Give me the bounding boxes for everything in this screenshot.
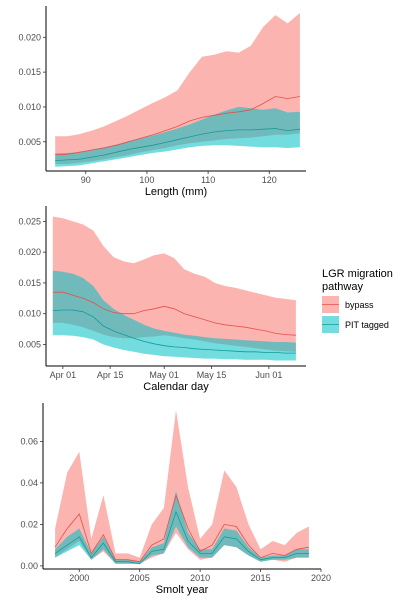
x-tick-label: 120 — [262, 175, 277, 185]
line-bypass-panel-2 — [52, 291, 296, 336]
line-pit-tagged-panel-3 — [54, 510, 309, 565]
x-tick-label: Apr 15 — [97, 370, 124, 380]
legend-title-line2: pathway — [322, 281, 363, 293]
x-tick-label: 2015 — [251, 573, 271, 583]
x-tick-label: 110 — [201, 175, 215, 185]
x-tick-label: 2000 — [69, 573, 89, 583]
y-tick-label: 0.015 — [18, 278, 41, 288]
x-tick-label: May 15 — [197, 370, 227, 380]
y-tick-label: 0.00 — [20, 561, 38, 571]
ribbon-pit-tagged-panel-2 — [52, 270, 296, 361]
x-tick-label: 90 — [81, 175, 91, 185]
legend: LGR migration pathway bypass PIT tagged — [322, 268, 393, 333]
panel-2: 0.005 0.010 0.015 0.020 0.025 Apr 01 Apr 15 May… — [18, 206, 306, 393]
x-axis-title-panel-2: Calendar day — [143, 381, 209, 393]
line-pit-tagged-panel-1 — [55, 128, 300, 161]
line-pit-tagged-panel-2 — [52, 309, 296, 354]
x-axis-title-panel-3: Smolt year — [156, 584, 209, 596]
x-tick-label: 2020 — [311, 573, 331, 583]
y-tick-label: 0.005 — [18, 137, 41, 147]
ribbon-pit-tagged-panel-3 — [55, 491, 309, 564]
y-tick-label: 0.020 — [18, 247, 41, 257]
x-tick-label: Jun 01 — [255, 370, 282, 380]
legend-label-pit-tagged: PIT tagged — [345, 320, 389, 330]
legend-key-pit-tagged — [322, 316, 339, 333]
y-tick-label: 0.020 — [18, 32, 41, 42]
line-bypass-panel-3 — [54, 493, 309, 563]
x-tick-label: 2005 — [130, 573, 150, 583]
panels: 0.005 0.010 0.015 0.020 90 100 110 120 Length (m… — [18, 6, 331, 596]
x-tick-label: Apr 01 — [50, 370, 77, 380]
panel-3: 0.00 0.02 0.04 0.06 2000 2005 2010 2015 2020 Smol… — [20, 403, 331, 596]
x-axis-title-panel-1: Length (mm) — [145, 186, 207, 198]
x-tick-label: May 01 — [149, 370, 179, 380]
legend-title-line1: LGR migration — [322, 268, 393, 280]
y-tick-label: 0.02 — [20, 519, 38, 529]
y-tick-label: 0.06 — [20, 436, 38, 446]
legend-label-bypass: bypass — [345, 300, 374, 310]
y-tick-label: 0.010 — [18, 102, 41, 112]
x-tick-label: 2010 — [190, 573, 210, 583]
y-tick-label: 0.04 — [20, 478, 38, 488]
legend-key-bypass — [322, 296, 339, 313]
y-tick-label: 0.025 — [18, 216, 41, 226]
y-tick-label: 0.005 — [18, 339, 41, 349]
line-bypass-panel-1 — [55, 96, 300, 155]
y-tick-label: 0.010 — [18, 309, 41, 319]
x-tick-label: 100 — [139, 175, 154, 185]
panel-1: 0.005 0.010 0.015 0.020 90 100 110 120 Length (m… — [18, 6, 306, 198]
ribbon-bypass-panel-3 — [55, 410, 309, 564]
y-tick-label: 0.015 — [18, 67, 41, 77]
